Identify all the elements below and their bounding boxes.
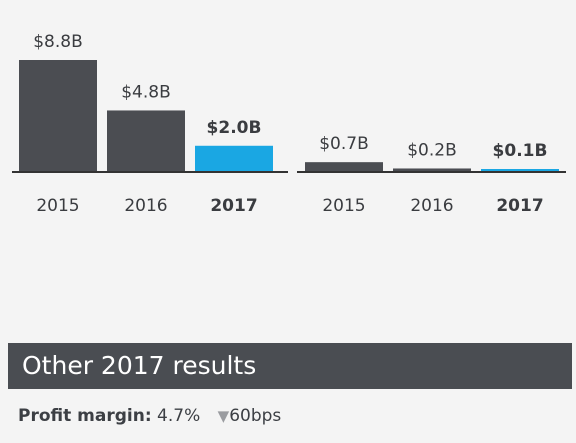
data-label: $4.8B	[121, 82, 171, 102]
tick-label: 2015	[322, 196, 365, 216]
data-label: $0.7B	[319, 134, 369, 154]
profit-margin-value: 4.7%	[157, 406, 201, 426]
bar-chart-2: $0.7B 2015 $0.2B 2016 $0.1B 2017	[297, 134, 566, 216]
charts-area: $8.8B 2015 $4.8B 2016 $2.0B 2017 $0.7B 2015 $0.2…	[12, 32, 566, 216]
data-label: $0.1B	[493, 141, 548, 161]
section-banner: Other 2017 results	[8, 343, 572, 389]
tick-label: 2016	[410, 196, 453, 216]
data-label: $2.0B	[207, 118, 262, 138]
tick-label: 2015	[36, 196, 79, 216]
data-label: $8.8B	[33, 32, 83, 52]
bar-chart-1: $8.8B 2015 $4.8B 2016 $2.0B 2017	[12, 32, 288, 216]
tick-label: 2017	[496, 196, 543, 216]
tick-label: 2016	[124, 196, 167, 216]
bar-2017	[481, 169, 559, 171]
data-label: $0.2B	[407, 140, 457, 160]
bar-2016	[107, 110, 185, 171]
bar-2015	[305, 162, 383, 171]
tick-label: 2017	[210, 196, 257, 216]
bar-2017	[195, 145, 273, 171]
bar-2016	[393, 168, 471, 171]
bar-2015	[19, 60, 97, 171]
profit-margin-label: Profit margin:	[18, 406, 152, 426]
section-title: Other 2017 results	[22, 351, 257, 380]
profit-margin-change: 60bps	[229, 406, 282, 426]
profit-margin-row: Profit margin: 4.7% ▼60bps	[18, 406, 281, 426]
triangle-down-icon: ▼	[217, 407, 230, 425]
